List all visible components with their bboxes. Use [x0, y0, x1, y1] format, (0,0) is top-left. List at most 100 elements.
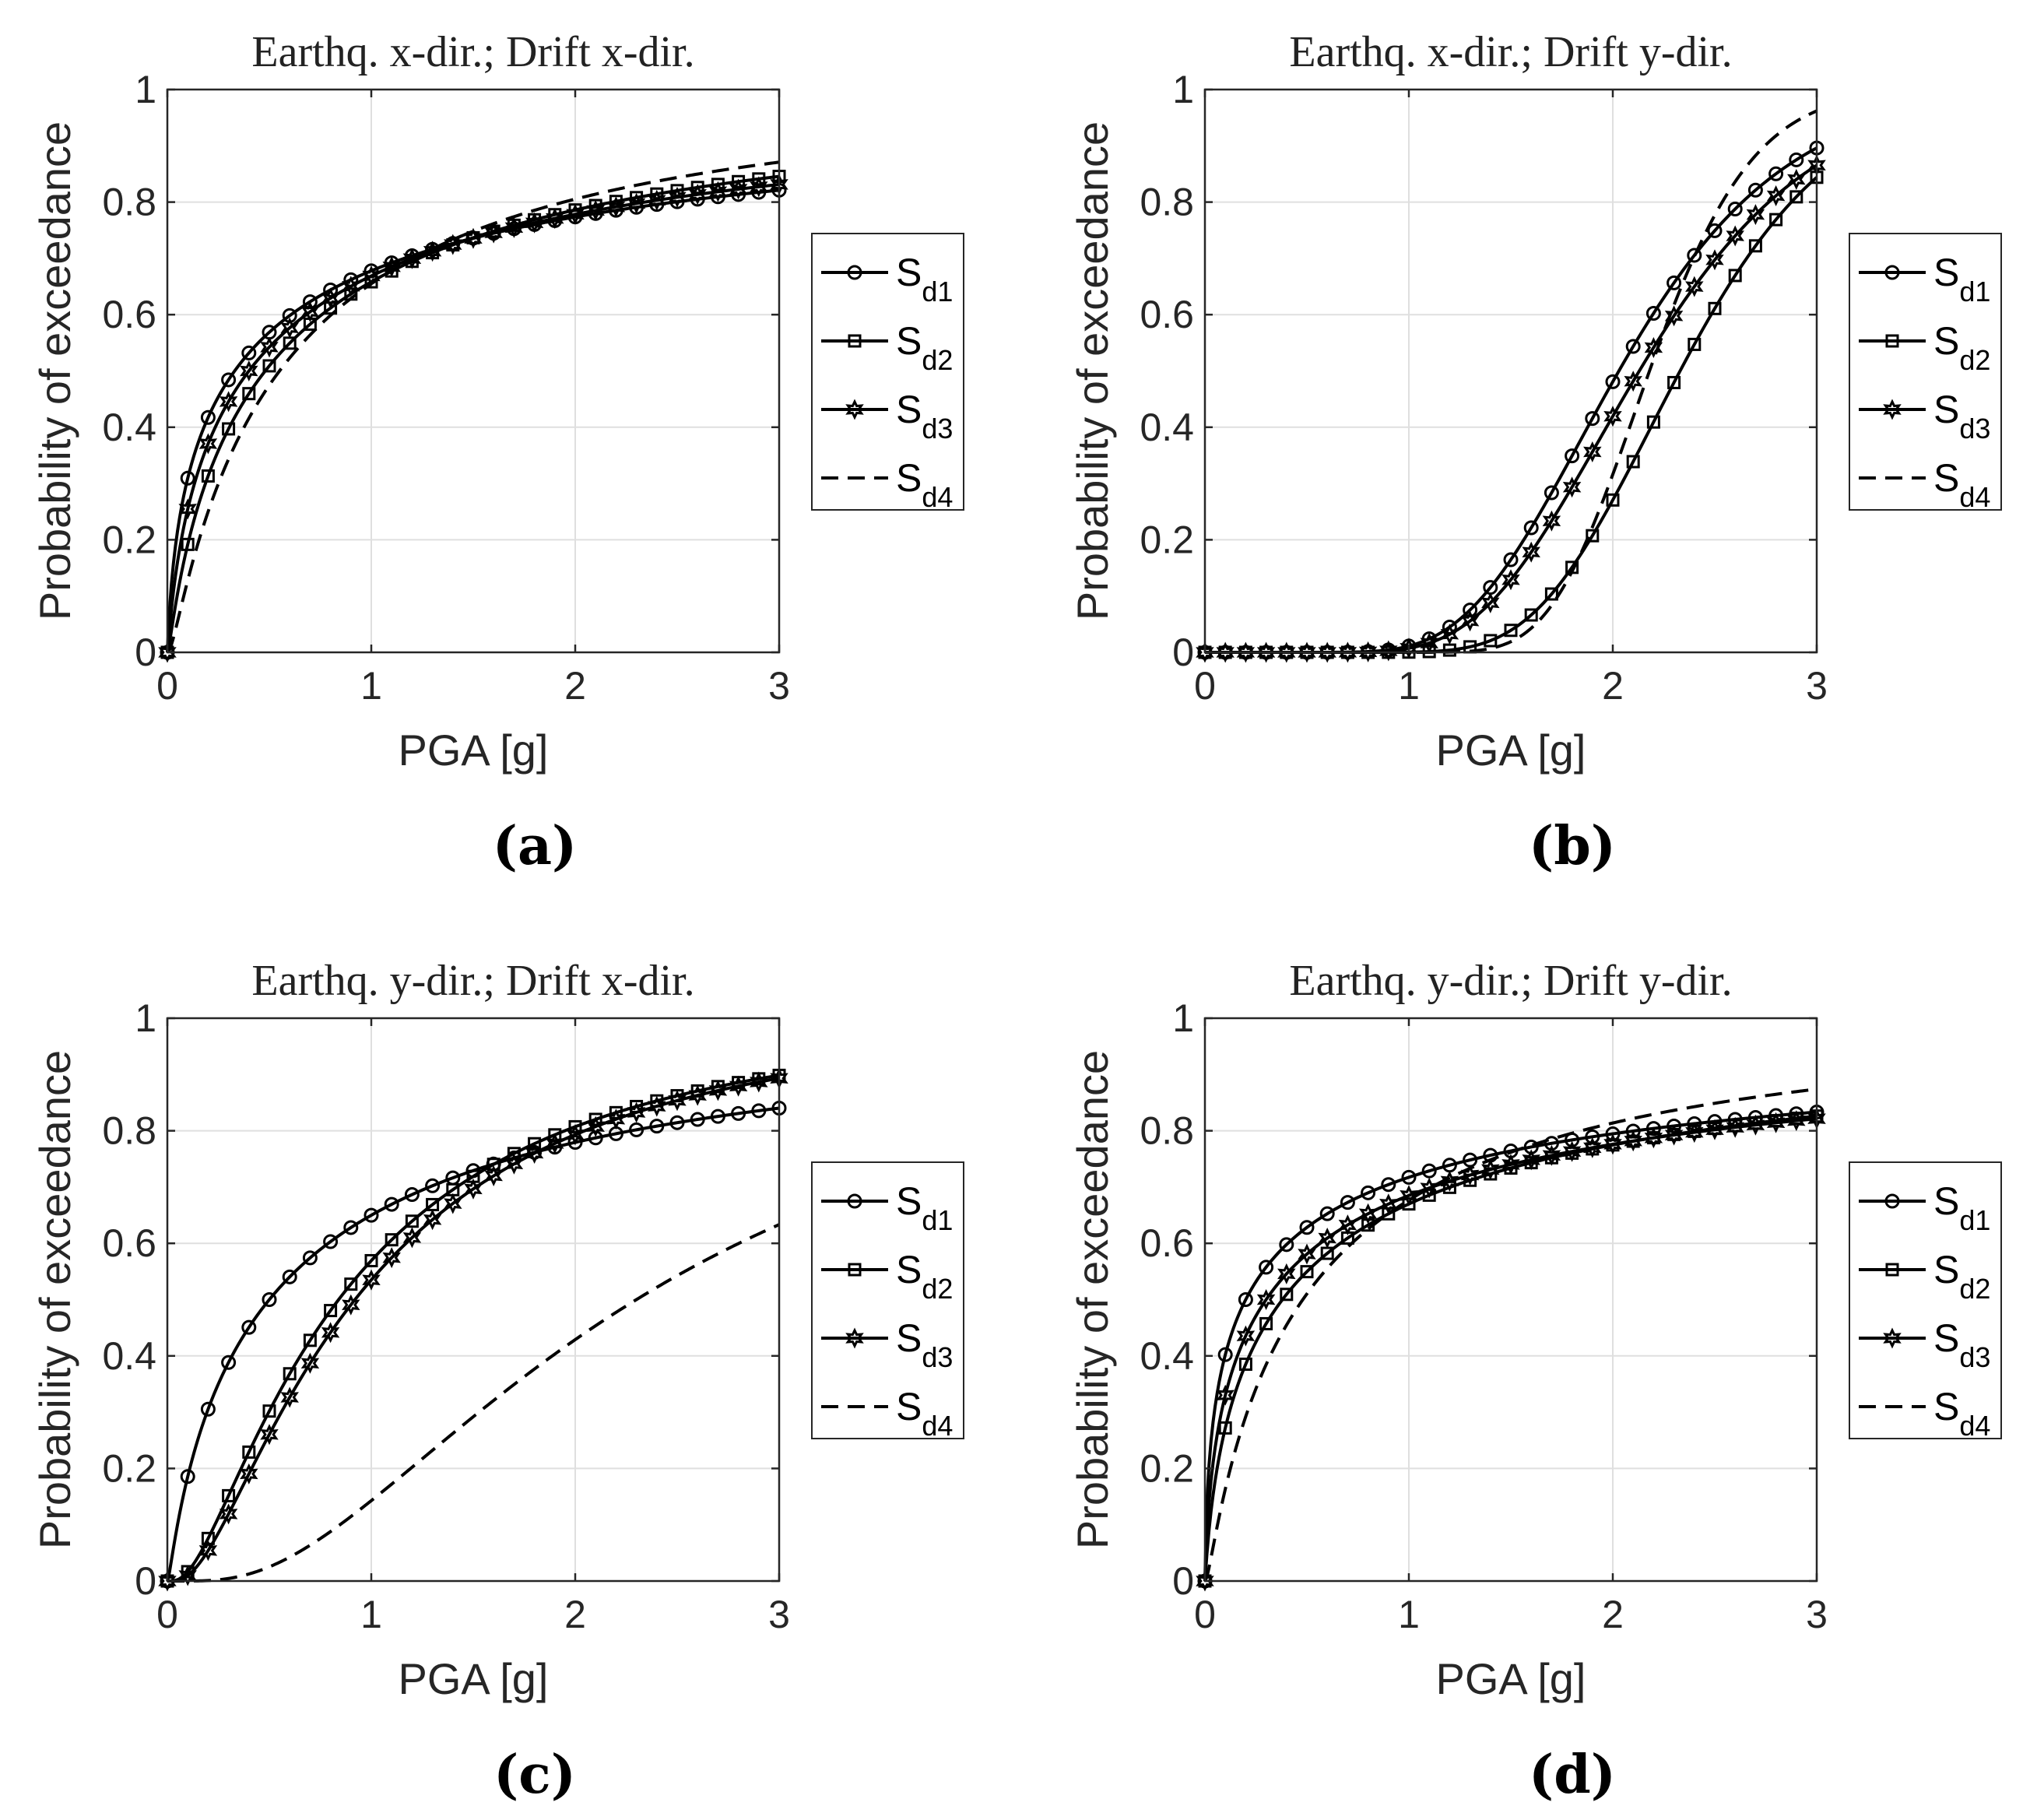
- data-point-d1: [180, 1469, 195, 1484]
- data-point-d2: [1524, 608, 1538, 622]
- data-point-d1: [282, 1269, 297, 1284]
- data-point-d3: [750, 1071, 768, 1093]
- data-point-d3: [1481, 1158, 1500, 1180]
- data-point-d2: [1504, 624, 1518, 638]
- x-tick-label: 0: [156, 664, 178, 708]
- legend-label: Sd4: [896, 1385, 953, 1442]
- data-point-d2: [1259, 1316, 1273, 1330]
- data-point-d3: [1196, 1570, 1214, 1592]
- y-tick-label: 0.8: [102, 181, 156, 224]
- legend-box: [811, 233, 964, 511]
- y-tick-label: 1: [135, 68, 156, 111]
- legend-entry-d1: Sd1: [821, 1179, 953, 1236]
- data-point-d3: [1358, 641, 1378, 662]
- data-point-d3: [198, 1540, 218, 1562]
- data-point-d3: [240, 360, 258, 382]
- data-point-d2: [1422, 1188, 1436, 1202]
- legend-marker: [848, 1263, 862, 1277]
- chart-panel-2: 0 1 2 3 0 0.2 0.4 0.6 0.8 1 Earthq. x-dir.; Drift …: [1068, 28, 2002, 775]
- y-tick-label: 0.6: [1140, 1221, 1194, 1265]
- data-point-d1: [1463, 603, 1478, 618]
- data-point-d3: [444, 234, 462, 255]
- data-point-d3: [688, 1084, 707, 1106]
- data-point-d1: [1319, 1206, 1335, 1221]
- data-point-d3: [1298, 1243, 1316, 1265]
- data-point-d3: [1277, 1263, 1296, 1284]
- y-axis-label: Probability of exceedance: [30, 121, 79, 620]
- legend-label: Sd4: [896, 456, 953, 513]
- data-point-d1: [1666, 1118, 1682, 1133]
- panel-caption: (d): [1529, 1744, 1616, 1806]
- data-point-d2: [568, 1119, 582, 1133]
- data-point-d1: [710, 1109, 725, 1124]
- legend-label: Sd3: [896, 388, 953, 444]
- data-point-d3: [1522, 1149, 1540, 1171]
- legend-marker: [847, 265, 862, 280]
- axes-box: [1203, 1017, 1818, 1583]
- data-point-d3: [1542, 1144, 1561, 1166]
- legend-box: [1849, 1161, 2002, 1439]
- data-point-d2: [222, 422, 236, 436]
- data-point-d3: [566, 203, 585, 225]
- data-point-d3: [280, 1386, 299, 1408]
- data-point-d2: [507, 1147, 521, 1161]
- data-point-d2: [385, 1233, 399, 1247]
- data-point-d1: [200, 1401, 216, 1417]
- data-point-d2: [1484, 634, 1498, 648]
- data-point-d1: [731, 1105, 746, 1121]
- data-point-d3: [627, 192, 646, 214]
- plot-area: [167, 1018, 779, 1581]
- data-point-d3: [1501, 569, 1520, 591]
- chart-panel-4: 0 1 2 3 0 0.2 0.4 0.6 0.8 1 Earthq. y-dir.; Drift …: [1068, 957, 2002, 1703]
- data-point-d1: [1666, 275, 1682, 290]
- data-point-d3: [219, 1503, 238, 1525]
- x-axis-label: PGA [g]: [399, 726, 549, 775]
- data-point-d1: [669, 1115, 685, 1130]
- data-point-d2: [242, 387, 256, 401]
- chart-title: Earthq. y-dir.; Drift x-dir.: [251, 957, 694, 1005]
- panel-caption: (c): [493, 1744, 576, 1806]
- data-point-d3: [1379, 640, 1398, 662]
- legend-entry-d4: Sd4: [821, 456, 953, 513]
- x-tick-label: 3: [1806, 664, 1828, 708]
- data-point-d2: [283, 1367, 297, 1381]
- data-point-d1: [1523, 520, 1539, 536]
- legend-label: Sd2: [1933, 319, 1990, 376]
- data-point-d3: [1685, 1122, 1704, 1144]
- data-point-d1: [649, 1119, 665, 1134]
- data-point-d3: [1726, 1116, 1744, 1138]
- data-point-d1: [1707, 223, 1723, 238]
- y-tick-label: 0.2: [102, 518, 156, 561]
- data-point-d3: [1236, 641, 1256, 663]
- data-point-d2: [1769, 213, 1783, 227]
- y-axis-label: Probability of exceedance: [30, 1050, 79, 1549]
- legend-entry-d2: Sd2: [821, 319, 953, 376]
- data-point-d1: [262, 1292, 277, 1307]
- series-d4: [167, 1223, 780, 1583]
- data-point-d3: [1318, 1227, 1336, 1249]
- data-point-d1: [1625, 1123, 1641, 1139]
- data-point-d2: [528, 1137, 542, 1151]
- data-point-d1: [1299, 1220, 1315, 1235]
- y-axis-label: Probability of exceedance: [1068, 1050, 1117, 1549]
- data-point-d3: [1603, 406, 1622, 427]
- data-point-d2: [1300, 1265, 1314, 1279]
- data-point-d3: [1664, 1124, 1684, 1146]
- y-tick-label: 0.4: [1140, 406, 1194, 449]
- series-d3: [158, 174, 788, 663]
- plot-area: [1205, 90, 1817, 652]
- legend-entry-d3: Sd3: [821, 388, 953, 444]
- legend-marker: [1883, 399, 1902, 420]
- legend-marker: [845, 399, 864, 420]
- data-point-d3: [240, 1463, 258, 1484]
- data-point-d1: [1361, 1185, 1376, 1200]
- data-point-d1: [1768, 166, 1784, 181]
- data-point-d3: [1705, 249, 1724, 271]
- data-point-d1: [180, 470, 195, 486]
- data-point-d1: [1217, 1347, 1233, 1362]
- series-line-d3: [167, 1077, 780, 1583]
- data-point-d2: [262, 1404, 276, 1418]
- data-point-d2: [1544, 587, 1558, 601]
- x-tick-label: 2: [564, 664, 586, 708]
- data-point-d3: [1746, 204, 1765, 226]
